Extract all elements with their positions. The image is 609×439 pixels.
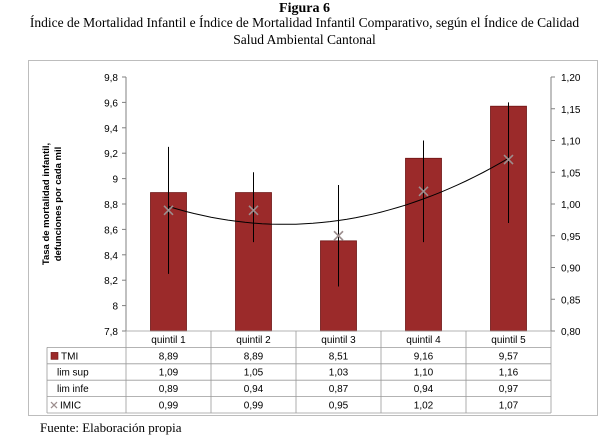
y-tick-label-left: 9 (112, 175, 118, 186)
legend-swatch-tmi (50, 352, 59, 360)
y-axis-title: Tasa de mortalidad infantil,defunciones … (41, 143, 64, 265)
data-label: 0,95 (329, 401, 349, 412)
category-label: quintil 5 (491, 335, 526, 346)
data-label: 0,99 (244, 401, 264, 412)
category-label: quintil 1 (151, 335, 186, 346)
imic-marker (418, 186, 429, 197)
y-tick-label-left: 8 (112, 302, 118, 313)
data-label: 9,16 (414, 351, 434, 362)
y-tick-label-left: 8,4 (104, 251, 118, 262)
y-tick-label-right: 1,05 (561, 168, 581, 179)
data-label: 0,89 (159, 384, 179, 395)
source-note: Fuente: Elaboración propia (40, 420, 182, 435)
imic-marker (333, 230, 344, 241)
y-tick-label-right: 0,85 (561, 295, 581, 306)
y-tick-label-left: 8,8 (104, 200, 118, 211)
series-name: TMI (61, 351, 78, 362)
data-label: 1,07 (499, 401, 519, 412)
chart-svg: 7,888,28,48,68,899,29,49,69,80,800,850,9… (41, 73, 581, 414)
data-label: 0,94 (414, 384, 434, 395)
y-axis-title-line: Tasa de mortalidad infantil, (41, 143, 52, 265)
y-tick-label-left: 9,6 (104, 98, 118, 109)
y-tick-label-left: 9,2 (104, 149, 118, 160)
data-label: 9,57 (499, 351, 519, 362)
category-label: quintil 3 (321, 335, 356, 346)
data-label: 8,51 (329, 351, 349, 362)
data-label: 0,87 (329, 384, 349, 395)
y-tick-label-left: 8,2 (104, 276, 118, 287)
data-label: 1,16 (499, 368, 519, 379)
data-label: 0,97 (499, 384, 519, 395)
series-name: lim sup (57, 368, 89, 379)
data-label: 0,99 (159, 401, 179, 412)
y-tick-label-left: 8,6 (104, 225, 118, 236)
imic-trendline (168, 157, 509, 225)
data-label: 8,89 (244, 351, 264, 362)
y-tick-label-left: 9,8 (104, 73, 118, 84)
data-label: 8,89 (159, 351, 179, 362)
imic-marker (163, 205, 174, 216)
data-label: 0,94 (244, 384, 264, 395)
imic-marker (248, 205, 259, 216)
y-tick-label-right: 1,15 (561, 105, 581, 116)
chart-frame: 7,8 8 8,2 8,4 8,6 8,8 9 9,2 9,4 9,6 9,8 0,80 0,85 0,9… (28, 60, 598, 416)
y-tick-label-right: 1,10 (561, 137, 581, 148)
category-label: quintil 4 (406, 335, 441, 346)
data-label: 1,03 (329, 368, 349, 379)
data-label: 1,05 (244, 368, 264, 379)
figure-title: Índice de Mortalidad Infantil e Índice d… (29, 15, 580, 47)
data-label: 1,10 (414, 368, 434, 379)
data-label: 1,09 (159, 368, 179, 379)
legend-swatch-imic (50, 401, 58, 409)
y-axis-title-line: defunciones por cada mil (53, 147, 64, 262)
y-tick-label-left: 9,4 (104, 124, 118, 135)
series-name: IMIC (60, 401, 81, 412)
y-tick-label-right: 0,90 (561, 264, 581, 275)
y-tick-label-right: 1,20 (561, 73, 581, 84)
y-tick-label-right: 0,80 (561, 327, 581, 338)
series-name: lim infe (57, 384, 89, 395)
y-tick-label-left: 7,8 (104, 327, 118, 338)
data-label: 1,02 (414, 401, 434, 412)
figure-label: Figura 6 (279, 1, 330, 16)
category-label: quintil 2 (236, 335, 271, 346)
y-tick-label-right: 0,95 (561, 232, 581, 243)
y-tick-label-right: 1,00 (561, 200, 581, 211)
imic-marker (503, 154, 514, 165)
